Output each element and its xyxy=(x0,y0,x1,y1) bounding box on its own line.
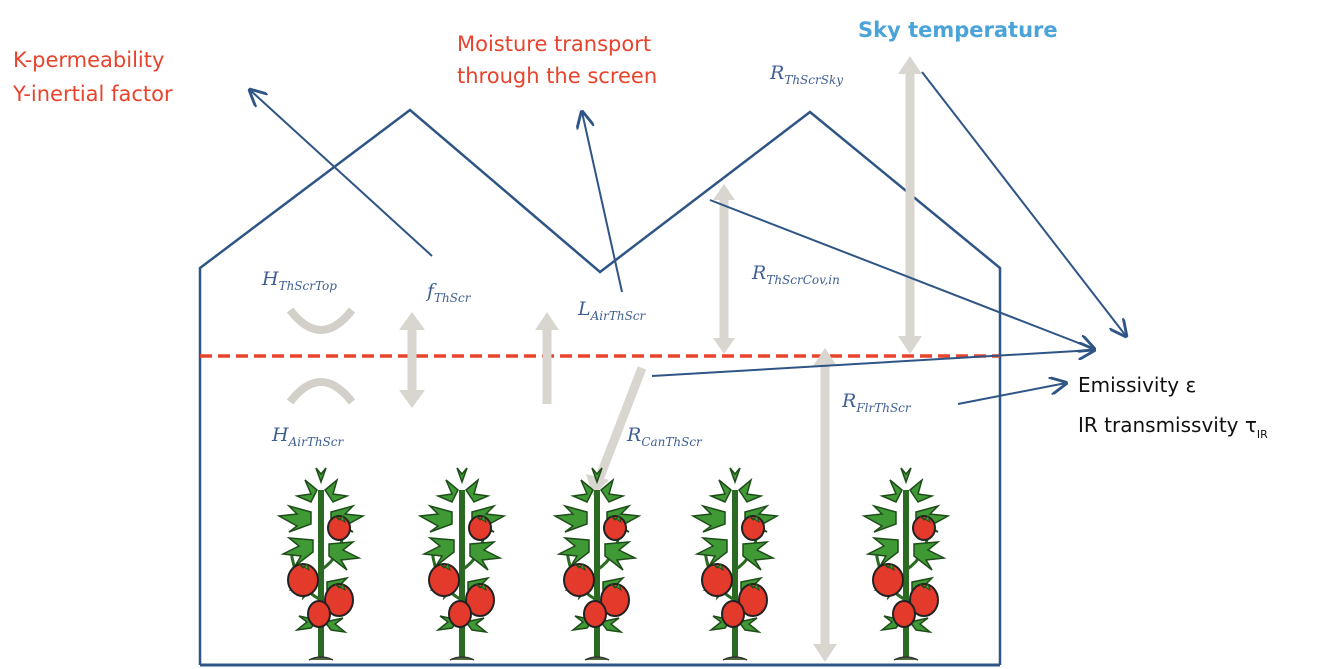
y-inertial-label: Y-inertial factor xyxy=(13,82,173,106)
moisture-screen-label: through the screen xyxy=(457,64,658,88)
vertical-flux-arrow-icon xyxy=(399,56,922,662)
tomato-plant-icon xyxy=(864,468,948,660)
sky-temperature-label: Sky temperature xyxy=(858,18,1058,42)
var-h-thscrtop: HThScrTop xyxy=(262,268,337,293)
heat-exchange-icon xyxy=(286,307,356,405)
var-r-thscrsky: RThScrSky xyxy=(770,62,843,87)
emissivity-label: Emissivity ε xyxy=(1078,373,1197,397)
k-permeability-label: K-permeability xyxy=(13,48,165,72)
ir-transmissivity-label: IR transmissvity τIR xyxy=(1078,413,1268,441)
tomato-plant-icon xyxy=(420,468,504,660)
indicator-arrows xyxy=(250,71,1126,405)
var-r-flrthscr: RFlrThScr xyxy=(842,390,911,415)
var-r-canthscr: RCanThScr xyxy=(627,424,702,449)
tomato-plant-icon xyxy=(555,468,639,660)
greenhouse-outline xyxy=(198,108,1002,665)
var-r-thscrcovin: RThScrCov,in xyxy=(752,262,840,287)
moisture-transport-label: Moisture transport xyxy=(457,32,652,56)
tomato-plant-icon xyxy=(279,468,363,660)
tomato-plant-icon xyxy=(693,468,777,660)
var-l-airthscr: LAirThScr xyxy=(578,298,646,323)
var-f-thscr: fThScr xyxy=(427,280,471,305)
var-h-airthscr: HAirThScr xyxy=(272,424,344,449)
